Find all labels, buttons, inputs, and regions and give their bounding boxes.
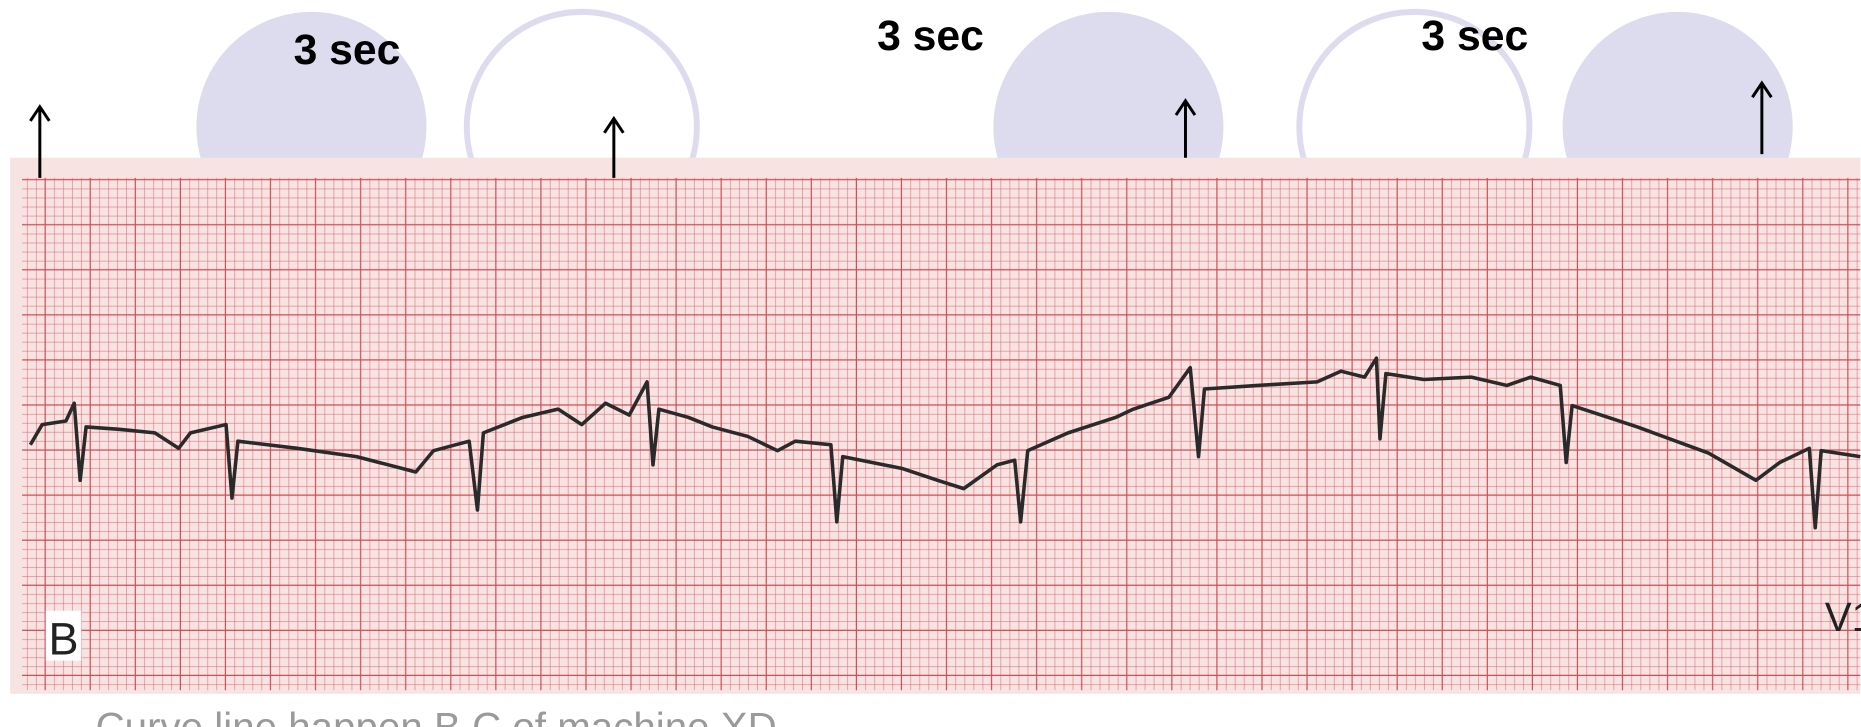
slide: 3 sec 3 sec 3 sec B V1 Curve line happen… (0, 0, 1861, 727)
lead-label: V1 (1825, 594, 1861, 640)
ecg-strip: B V1 (10, 158, 1861, 694)
caption: Curve line happen B.C of machine XD (96, 704, 777, 727)
strip-grid (22, 178, 1860, 690)
interval-label: 3 sec (294, 26, 401, 74)
panel-label: B (49, 614, 79, 665)
interval-label: 3 sec (877, 12, 984, 60)
interval-label: 3 sec (1421, 12, 1528, 60)
page: 3 sec 3 sec 3 sec B V1 Curve line happen… (0, 0, 1861, 727)
